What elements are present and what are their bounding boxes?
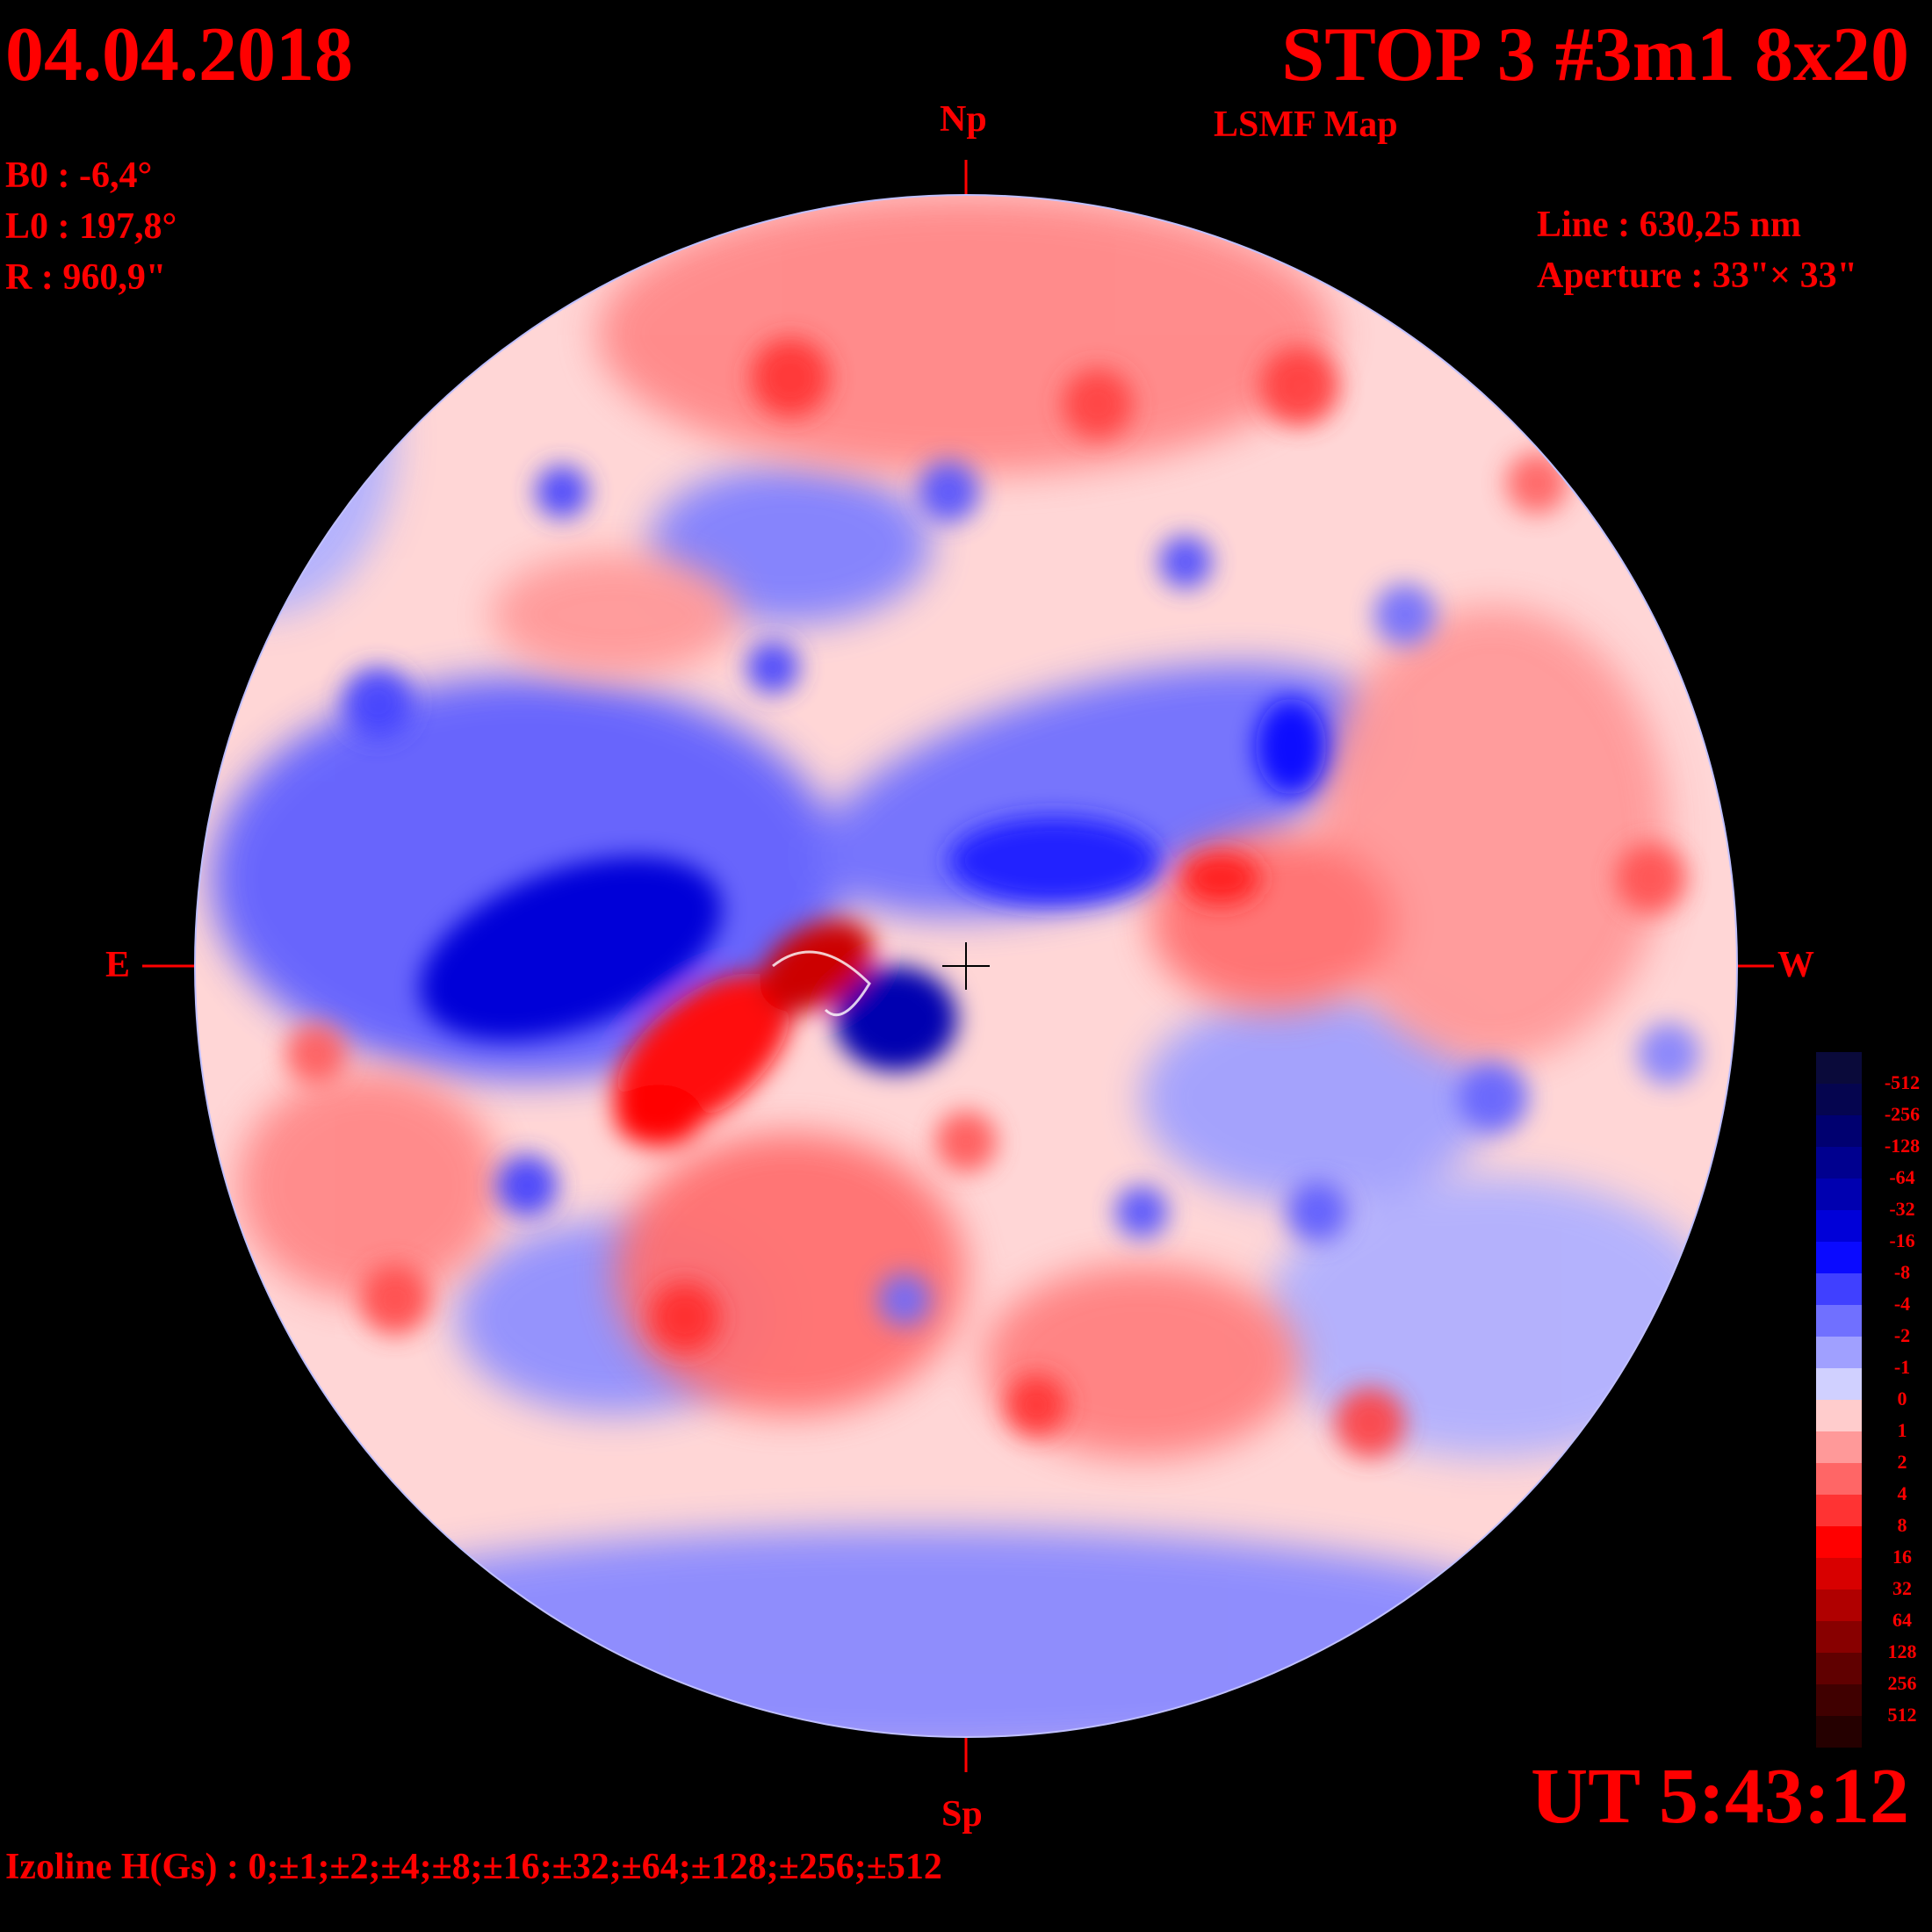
observation-date: 04.04.2018 — [5, 12, 353, 97]
legend-label: 8 — [1897, 1514, 1907, 1536]
legend-swatch — [1816, 1716, 1862, 1748]
legend-swatch — [1816, 1558, 1862, 1590]
legend-label: -128 — [1884, 1135, 1921, 1157]
param-radius: R : 960,9" — [5, 257, 167, 298]
legend-label: -512 — [1884, 1071, 1921, 1093]
legend-label: 512 — [1887, 1704, 1917, 1726]
east-label: E — [105, 945, 131, 985]
legend-label: 32 — [1892, 1577, 1912, 1599]
legend-swatch — [1816, 1526, 1862, 1558]
polarity-inversion-line — [772, 950, 871, 1017]
legend-swatch — [1816, 1495, 1862, 1526]
legend-label: -256 — [1884, 1103, 1921, 1125]
legend-swatch — [1816, 1463, 1862, 1495]
legend-swatch — [1816, 1179, 1862, 1210]
legend-label: 0 — [1897, 1388, 1907, 1409]
magnetogram-field — [195, 195, 1737, 1737]
legend-label: -64 — [1889, 1166, 1915, 1188]
param-l0: L0 : 197,8° — [5, 206, 177, 247]
aperture-size: Aperture : 33"× 33" — [1537, 256, 1857, 296]
legend-swatch — [1816, 1337, 1862, 1368]
legend-label: -16 — [1889, 1229, 1915, 1251]
legend-label: 128 — [1887, 1640, 1917, 1662]
legend-swatch — [1816, 1115, 1862, 1147]
legend-label: 1 — [1897, 1419, 1907, 1441]
izoline-levels: Izoline H(Gs) : 0;±1;±2;±4;±8;±16;±32;±6… — [5, 1847, 942, 1887]
legend-swatch — [1816, 1273, 1862, 1305]
field-strength-legend: -512 -256 -128 -64 -32 -16 -8 -4 -2 -1 0 1 2 4 8 16 32 64… — [1816, 1052, 1932, 1755]
param-b0: B0 : -6,4° — [5, 155, 153, 196]
disk-center-crosshair — [942, 942, 990, 990]
legend-label: -2 — [1893, 1324, 1911, 1346]
legend-swatch — [1816, 1590, 1862, 1621]
legend-swatch — [1816, 1653, 1862, 1684]
legend-swatch — [1816, 1052, 1862, 1084]
legend-swatch — [1816, 1621, 1862, 1653]
legend-label: -8 — [1893, 1261, 1911, 1283]
legend-swatch — [1816, 1210, 1862, 1242]
legend-swatch — [1816, 1147, 1862, 1179]
legend-swatch — [1816, 1400, 1862, 1431]
south-pole-label: Sp — [941, 1794, 983, 1835]
west-label: W — [1777, 945, 1814, 985]
legend-label: -4 — [1893, 1293, 1911, 1315]
map-title: STOP 3 #3m1 8x20 — [1281, 12, 1909, 97]
legend-label: -32 — [1889, 1198, 1915, 1220]
legend-label: 2 — [1897, 1451, 1907, 1473]
legend-swatch — [1816, 1242, 1862, 1273]
legend-label: 256 — [1887, 1672, 1917, 1694]
legend-label: -1 — [1893, 1356, 1911, 1378]
legend-swatch — [1816, 1305, 1862, 1337]
north-pole-label: Np — [940, 99, 987, 140]
legend-label: 16 — [1892, 1546, 1912, 1568]
map-subtitle: LSMF Map — [1214, 105, 1398, 145]
observation-time: UT 5:43:12 — [1531, 1753, 1909, 1840]
legend-swatch — [1816, 1684, 1862, 1716]
disk-limb — [194, 194, 1738, 1738]
legend-swatch — [1816, 1368, 1862, 1400]
legend-label: 64 — [1892, 1609, 1912, 1631]
legend-label: 4 — [1897, 1482, 1907, 1504]
legend-swatch — [1816, 1431, 1862, 1463]
legend-swatch — [1816, 1084, 1862, 1115]
spectral-line: Line : 630,25 nm — [1537, 205, 1802, 245]
